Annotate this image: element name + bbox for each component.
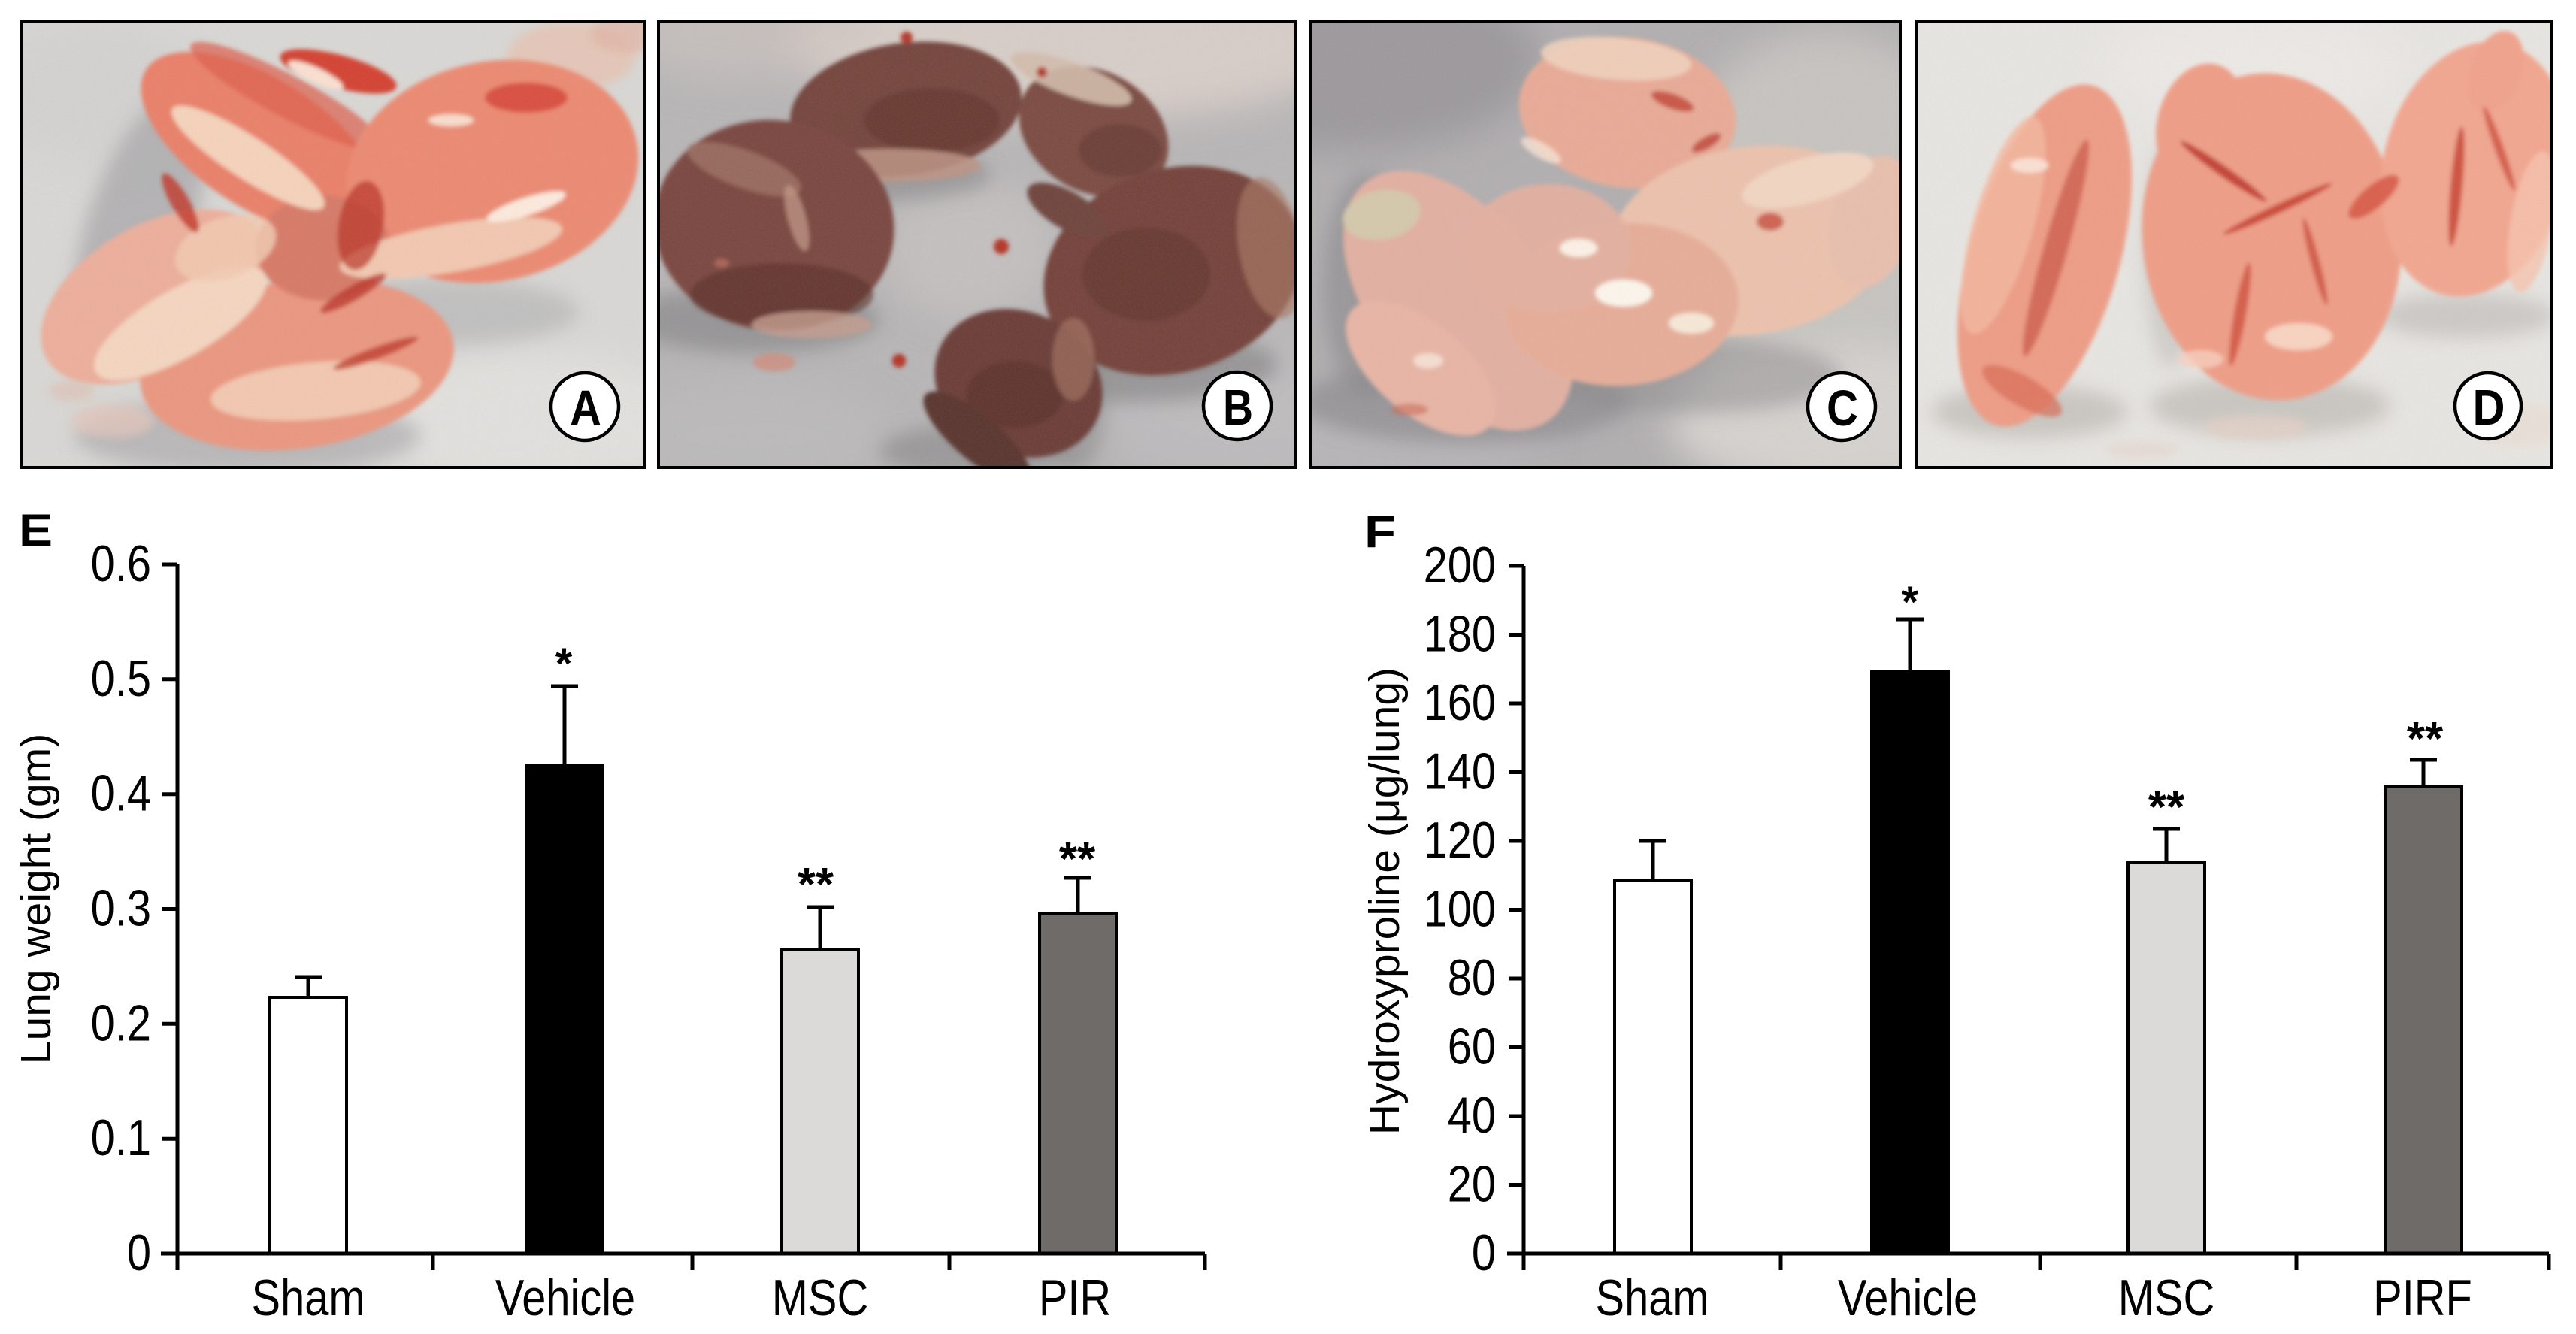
svg-text:100: 100: [1424, 881, 1496, 937]
svg-text:160: 160: [1424, 675, 1496, 731]
svg-text:**: **: [798, 859, 834, 911]
svg-text:**: **: [1059, 833, 1096, 885]
svg-text:140: 140: [1424, 743, 1496, 800]
svg-text:F: F: [1364, 507, 1396, 557]
svg-text:PIR: PIR: [1039, 1270, 1111, 1326]
svg-text:120: 120: [1424, 812, 1496, 869]
svg-text:200: 200: [1424, 537, 1496, 594]
svg-text:Vehicle: Vehicle: [1838, 1270, 1978, 1326]
svg-text:**: **: [2148, 782, 2185, 833]
svg-text:0.2: 0.2: [91, 995, 151, 1051]
svg-text:E: E: [19, 505, 53, 555]
svg-text:0.4: 0.4: [91, 765, 151, 821]
svg-text:0: 0: [127, 1225, 151, 1281]
svg-text:20: 20: [1448, 1156, 1496, 1212]
svg-text:60: 60: [1448, 1018, 1496, 1075]
svg-text:C: C: [1827, 380, 1858, 437]
svg-text:*: *: [555, 640, 573, 688]
svg-text:0.5: 0.5: [91, 650, 151, 706]
svg-text:Vehicle: Vehicle: [495, 1270, 635, 1326]
svg-text:MSC: MSC: [2118, 1270, 2214, 1326]
svg-text:**: **: [2407, 713, 2444, 765]
svg-text:0.1: 0.1: [91, 1110, 151, 1166]
svg-text:B: B: [1223, 380, 1253, 436]
svg-text:0: 0: [1472, 1225, 1496, 1281]
svg-text:0.3: 0.3: [91, 880, 151, 936]
svg-text:Hydroxyproline (μg/lung): Hydroxyproline (μg/lung): [1361, 667, 1409, 1135]
svg-text:180: 180: [1424, 606, 1496, 662]
svg-text:Sham: Sham: [1596, 1270, 1709, 1326]
svg-text:40: 40: [1448, 1087, 1496, 1144]
svg-text:PIRF: PIRF: [2373, 1270, 2472, 1326]
svg-text:D: D: [2473, 380, 2505, 436]
svg-text:Sham: Sham: [252, 1270, 365, 1326]
svg-text:MSC: MSC: [772, 1270, 868, 1326]
svg-text:Lung weight (gm): Lung weight (gm): [12, 734, 60, 1064]
svg-text:80: 80: [1448, 950, 1496, 1006]
svg-text:A: A: [570, 380, 601, 437]
svg-text:0.6: 0.6: [91, 536, 151, 592]
svg-text:*: *: [1902, 578, 1919, 627]
